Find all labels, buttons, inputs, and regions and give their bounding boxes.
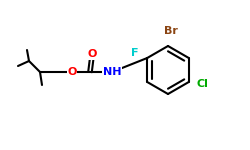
Text: O: O (87, 49, 97, 59)
Text: Cl: Cl (197, 79, 209, 89)
Text: NH: NH (103, 67, 121, 77)
Text: F: F (132, 48, 139, 58)
Text: O: O (67, 67, 77, 77)
Text: Br: Br (164, 26, 178, 36)
